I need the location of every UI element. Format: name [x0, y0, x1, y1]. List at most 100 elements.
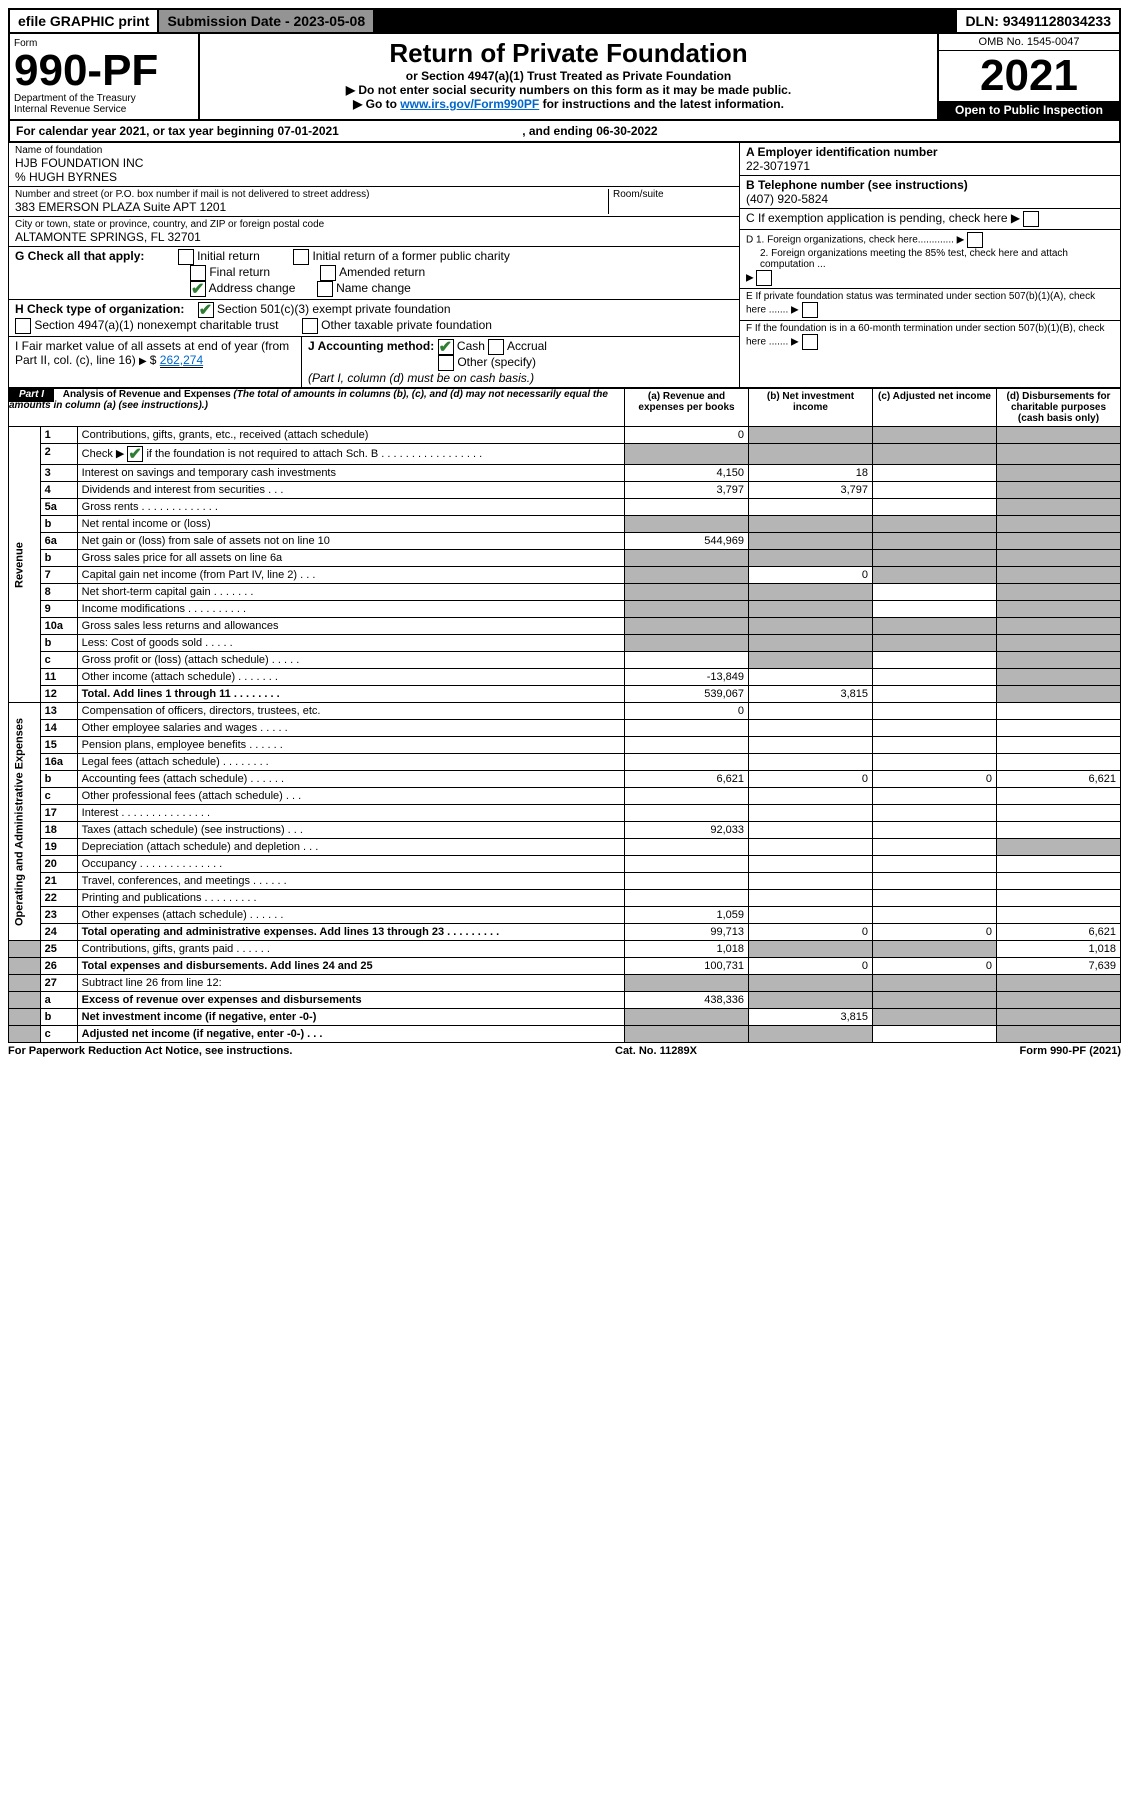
f-label: F If the foundation is in a 60-month ter…	[746, 323, 1105, 348]
line-19: 19Depreciation (attach schedule) and dep…	[9, 839, 1121, 856]
line-27: 27Subtract line 26 from line 12:	[9, 975, 1121, 992]
e-checkbox[interactable]	[802, 302, 818, 318]
h-501c3-checkbox[interactable]	[198, 302, 214, 318]
l19-n: 19	[40, 839, 77, 856]
j-cash-checkbox[interactable]	[438, 339, 454, 355]
l17-n: 17	[40, 805, 77, 822]
l4-t: Dividends and interest from securities .…	[77, 482, 624, 499]
cal-pre: For calendar year 2021, or tax year begi…	[16, 124, 277, 138]
line-16c: cOther professional fees (attach schedul…	[9, 788, 1121, 805]
l2-n: 2	[40, 444, 77, 465]
col-c-header: (c) Adjusted net income	[873, 389, 997, 427]
l2-pre: Check ▶	[82, 448, 128, 460]
l18-a: 92,033	[625, 822, 749, 839]
a-row: A Employer identification number 22-3071…	[740, 143, 1120, 176]
h-other-checkbox[interactable]	[302, 318, 318, 334]
line-9: 9Income modifications . . . . . . . . . …	[9, 601, 1121, 618]
h-row: H Check type of organization: Section 50…	[9, 300, 739, 337]
l9-t: Income modifications . . . . . . . . . .	[77, 601, 624, 618]
d2-label: 2. Foreign organizations meeting the 85%…	[746, 248, 1114, 270]
l16b-c: 0	[873, 771, 997, 788]
g-address-checkbox[interactable]	[190, 281, 206, 297]
j-label: J Accounting method:	[308, 339, 434, 353]
arrow-icon	[139, 353, 150, 367]
l26-a: 100,731	[625, 958, 749, 975]
g-opt6: Name change	[336, 281, 411, 295]
c-checkbox[interactable]	[1023, 211, 1039, 227]
cal-end: 06-30-2022	[596, 124, 657, 138]
j-other-checkbox[interactable]	[438, 355, 454, 371]
l3-b: 18	[749, 465, 873, 482]
g-opt1: Initial return	[197, 249, 260, 263]
d2-checkbox[interactable]	[756, 270, 772, 286]
l11-t: Other income (attach schedule) . . . . .…	[77, 669, 624, 686]
b-value: (407) 920-5824	[746, 192, 828, 206]
i-block: I Fair market value of all assets at end…	[9, 337, 302, 387]
l24-t: Total operating and administrative expen…	[77, 924, 624, 941]
l27b-n: b	[40, 1009, 77, 1026]
l27b-tb: Net investment income (if negative, ente…	[82, 1011, 317, 1023]
l27a-n: a	[40, 992, 77, 1009]
g-initial-checkbox[interactable]	[178, 249, 194, 265]
line-11: 11Other income (attach schedule) . . . .…	[9, 669, 1121, 686]
note2-post: for instructions and the latest informat…	[539, 97, 784, 111]
instructions-link[interactable]: www.irs.gov/Form990PF	[400, 97, 539, 111]
g-name-checkbox[interactable]	[317, 281, 333, 297]
line-14: 14Other employee salaries and wages . . …	[9, 720, 1121, 737]
i-value[interactable]: 262,274	[160, 353, 203, 368]
l25-n: 25	[40, 941, 77, 958]
l26-d: 7,639	[997, 958, 1121, 975]
l7-b: 0	[749, 567, 873, 584]
name-row: Name of foundation HJB FOUNDATION INC % …	[9, 143, 739, 187]
line-10a: 10aGross sales less returns and allowanc…	[9, 618, 1121, 635]
d-row: D 1. Foreign organizations, check here..…	[740, 230, 1120, 289]
l12-n: 12	[40, 686, 77, 703]
addr-value: 383 EMERSON PLAZA Suite APT 1201	[15, 200, 608, 214]
col-a-header: (a) Revenue and expenses per books	[625, 389, 749, 427]
line-25: 25Contributions, gifts, grants paid . . …	[9, 941, 1121, 958]
line-10c: cGross profit or (loss) (attach schedule…	[9, 652, 1121, 669]
l6a-n: 6a	[40, 533, 77, 550]
line-5a: 5aGross rents . . . . . . . . . . . . .	[9, 499, 1121, 516]
l11-a: -13,849	[625, 669, 749, 686]
footer-formno: 990-PF	[1050, 1045, 1086, 1057]
revenue-vlabel: Revenue	[9, 427, 41, 703]
l4-b: 3,797	[749, 482, 873, 499]
l1-b	[749, 427, 873, 444]
l13-n: 13	[40, 703, 77, 720]
cal-mid: , and ending	[522, 124, 596, 138]
l24-n: 24	[40, 924, 77, 941]
line-17: 17Interest . . . . . . . . . . . . . . .	[9, 805, 1121, 822]
header-right: OMB No. 1545-0047 2021 Open to Public In…	[937, 34, 1119, 119]
j-accrual-checkbox[interactable]	[488, 339, 504, 355]
j-other: Other (specify)	[457, 355, 536, 369]
l24-a: 99,713	[625, 924, 749, 941]
l16b-b: 0	[749, 771, 873, 788]
col-d-header: (d) Disbursements for charitable purpose…	[997, 389, 1121, 427]
l10b-t: Less: Cost of goods sold . . . . .	[77, 635, 624, 652]
h-4947-checkbox[interactable]	[15, 318, 31, 334]
g-row: G Check all that apply: Initial return I…	[9, 247, 739, 300]
l16c-n: c	[40, 788, 77, 805]
l2-checkbox[interactable]	[127, 446, 143, 462]
l8-n: 8	[40, 584, 77, 601]
line-20: 20Occupancy . . . . . . . . . . . . . .	[9, 856, 1121, 873]
submission-date: Submission Date - 2023-05-08	[159, 10, 375, 32]
b-label: B Telephone number (see instructions)	[746, 178, 968, 192]
i-j-row: I Fair market value of all assets at end…	[9, 337, 739, 387]
g-amended-checkbox[interactable]	[320, 265, 336, 281]
g-former-checkbox[interactable]	[293, 249, 309, 265]
form-title: Return of Private Foundation	[204, 38, 933, 69]
l10c-n: c	[40, 652, 77, 669]
line-27b: b Net investment income (if negative, ent…	[9, 1009, 1121, 1026]
line-18: 18Taxes (attach schedule) (see instructi…	[9, 822, 1121, 839]
l27b-b: 3,815	[749, 1009, 873, 1026]
f-checkbox[interactable]	[802, 334, 818, 350]
l21-t: Travel, conferences, and meetings . . . …	[77, 873, 624, 890]
line-27c: cAdjusted net income (if negative, enter…	[9, 1026, 1121, 1043]
form-subtitle: or Section 4947(a)(1) Trust Treated as P…	[204, 69, 933, 83]
d1-checkbox[interactable]	[967, 232, 983, 248]
h-opt2: Section 4947(a)(1) nonexempt charitable …	[34, 318, 278, 332]
l20-n: 20	[40, 856, 77, 873]
efile-label[interactable]: efile GRAPHIC print	[10, 10, 159, 32]
